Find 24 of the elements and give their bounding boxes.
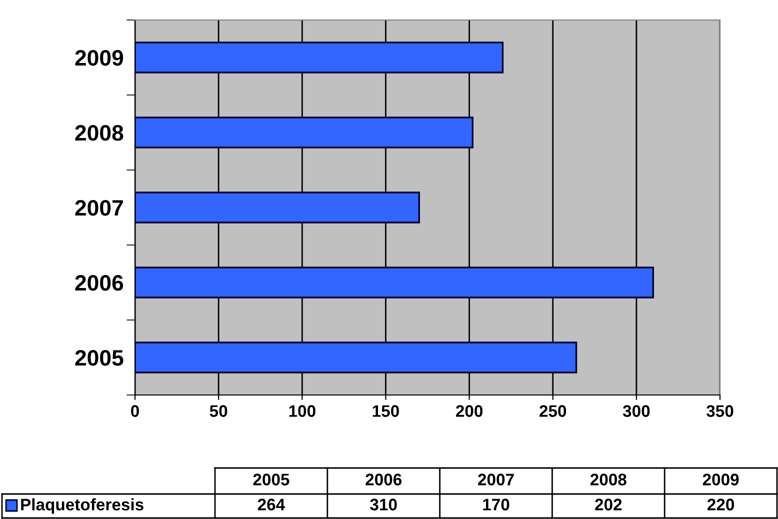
text: 220	[707, 498, 734, 510]
x-tick-label: 100	[289, 405, 316, 417]
x-tick-label: 300	[622, 405, 650, 417]
text: 170	[483, 498, 510, 510]
y-tick-label: 2007	[75, 200, 123, 216]
category-label: 2007	[478, 474, 514, 486]
y-tick-label: 2009	[75, 50, 124, 66]
category-label: 2005	[253, 474, 290, 486]
y-tick-label: 2005	[75, 350, 124, 366]
text: 202	[595, 498, 622, 510]
text: 310	[370, 498, 397, 510]
x-tick-label: 350	[706, 405, 734, 417]
y-tick-label: 2008	[75, 125, 124, 141]
x-tick-label: 150	[372, 405, 399, 417]
text: 264	[258, 498, 286, 510]
x-tick-label: 250	[540, 405, 566, 417]
category-label: 2006	[366, 474, 402, 486]
category-label: 2008	[590, 474, 626, 486]
category-label: 2009	[702, 474, 739, 486]
legend-label: Plaquetoferesis	[21, 498, 144, 514]
x-tick-label: 0	[131, 405, 139, 417]
x-tick-label: 50	[210, 405, 228, 417]
x-tick-label: 200	[456, 405, 483, 417]
y-tick-label: 2006	[75, 275, 124, 291]
